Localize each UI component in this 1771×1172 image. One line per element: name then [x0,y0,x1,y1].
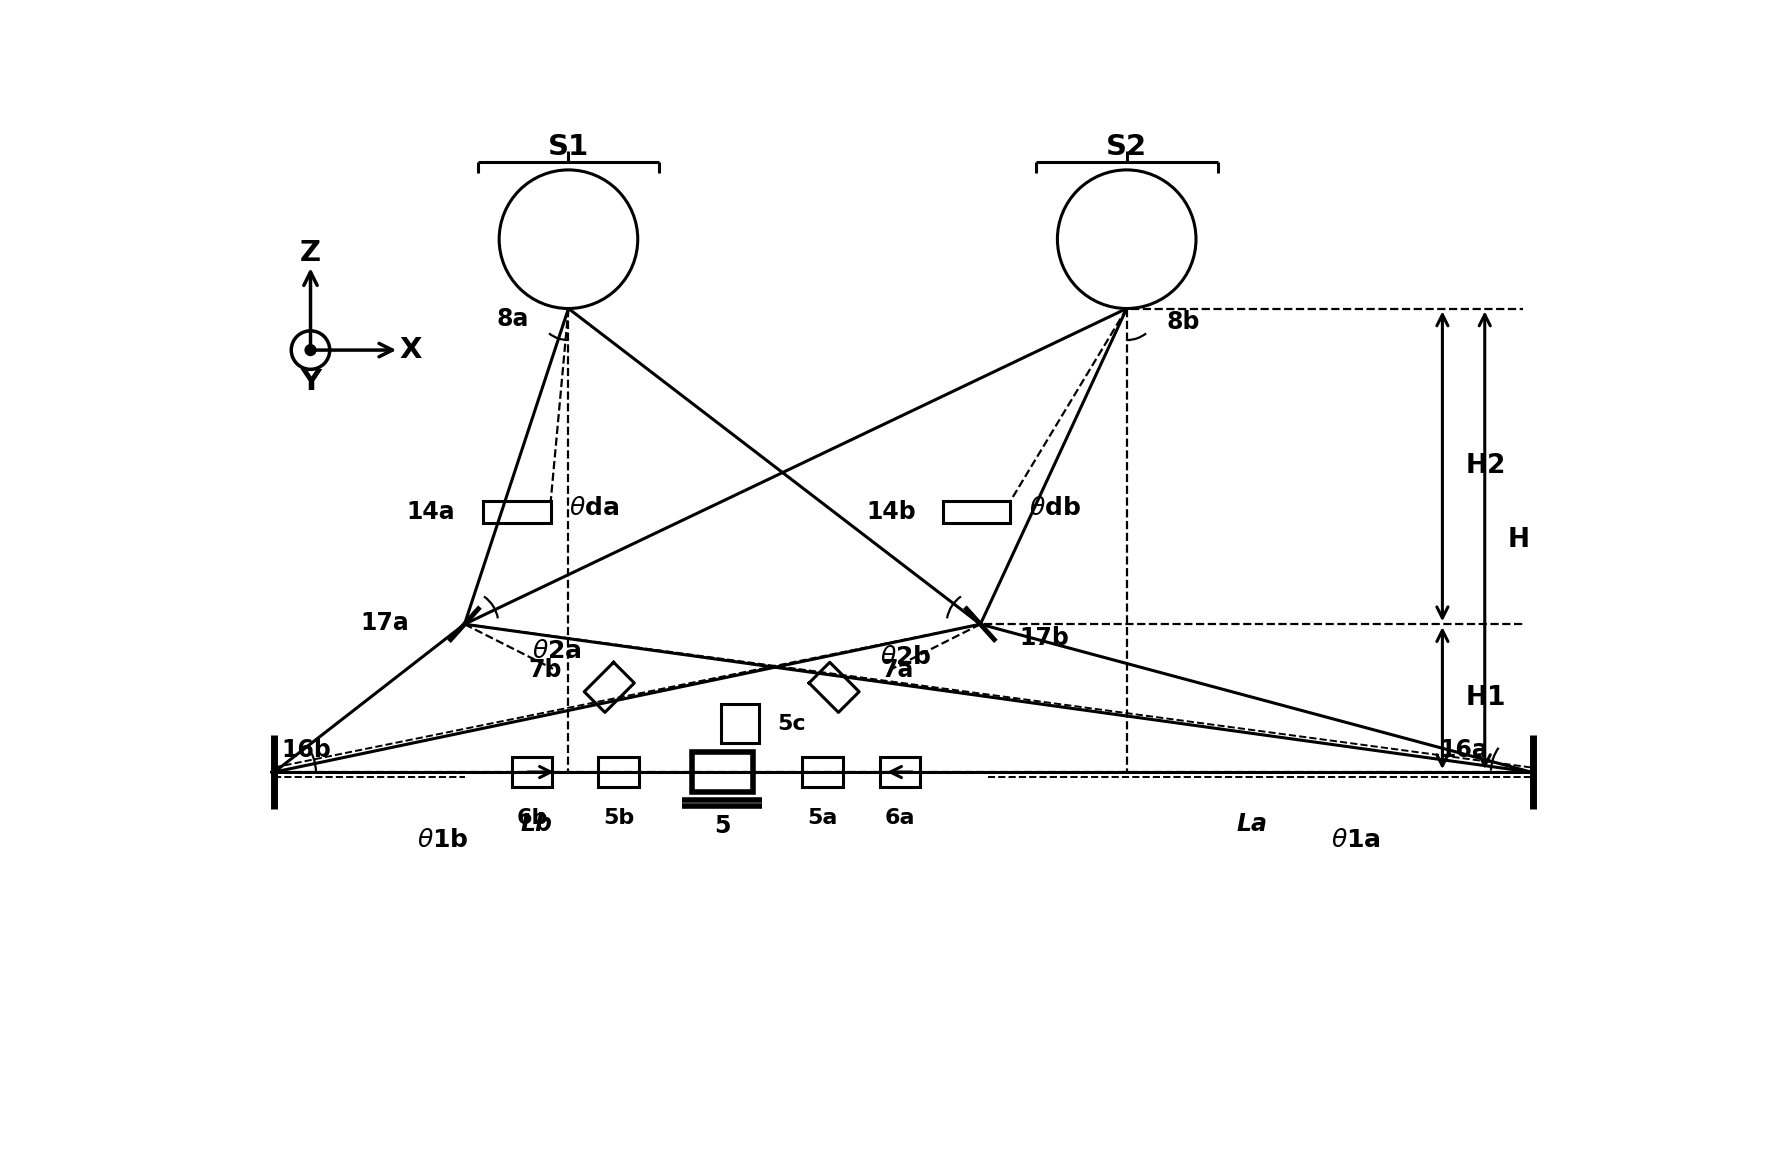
Bar [880,757,919,788]
Text: 7a: 7a [882,659,914,682]
Text: 5a: 5a [808,809,838,829]
Bar [802,757,843,786]
Text: 6b: 6b [517,809,547,829]
Text: 17b: 17b [1018,626,1068,650]
Text: 14b: 14b [866,499,917,524]
Bar [483,500,551,523]
Text: S1: S1 [547,132,590,161]
Text: 5b: 5b [602,809,634,829]
Text: $\theta$db: $\theta$db [1029,496,1080,520]
Text: X: X [398,336,421,364]
Text: S2: S2 [1107,132,1148,161]
Text: La: La [1236,812,1268,837]
Text: 8b: 8b [1167,311,1201,334]
Text: 6a: 6a [884,809,916,829]
Text: 7b: 7b [528,659,561,682]
Text: 8a: 8a [496,307,528,332]
Text: H: H [1507,527,1530,553]
Text: H2: H2 [1465,454,1505,479]
Text: $\theta$2a: $\theta$2a [533,639,583,663]
Bar [692,752,753,792]
Bar [597,757,639,786]
Text: 5c: 5c [777,714,806,734]
Text: 5: 5 [714,813,731,838]
Bar [721,704,760,743]
Text: 17a: 17a [360,611,409,635]
Bar [512,757,553,788]
Bar [942,500,1011,523]
Text: H1: H1 [1465,686,1505,711]
Text: $\theta$1a: $\theta$1a [1332,827,1381,852]
Text: $\theta$1b: $\theta$1b [418,827,469,852]
Text: 16b: 16b [282,738,331,763]
Text: Z: Z [299,239,321,267]
Circle shape [305,345,315,355]
Text: $\theta$da: $\theta$da [568,496,620,520]
Text: $\theta$2b: $\theta$2b [880,645,932,668]
Text: 16a: 16a [1440,738,1489,763]
Text: Lb: Lb [521,812,553,837]
Text: Y: Y [299,368,321,396]
Text: 14a: 14a [407,499,455,524]
